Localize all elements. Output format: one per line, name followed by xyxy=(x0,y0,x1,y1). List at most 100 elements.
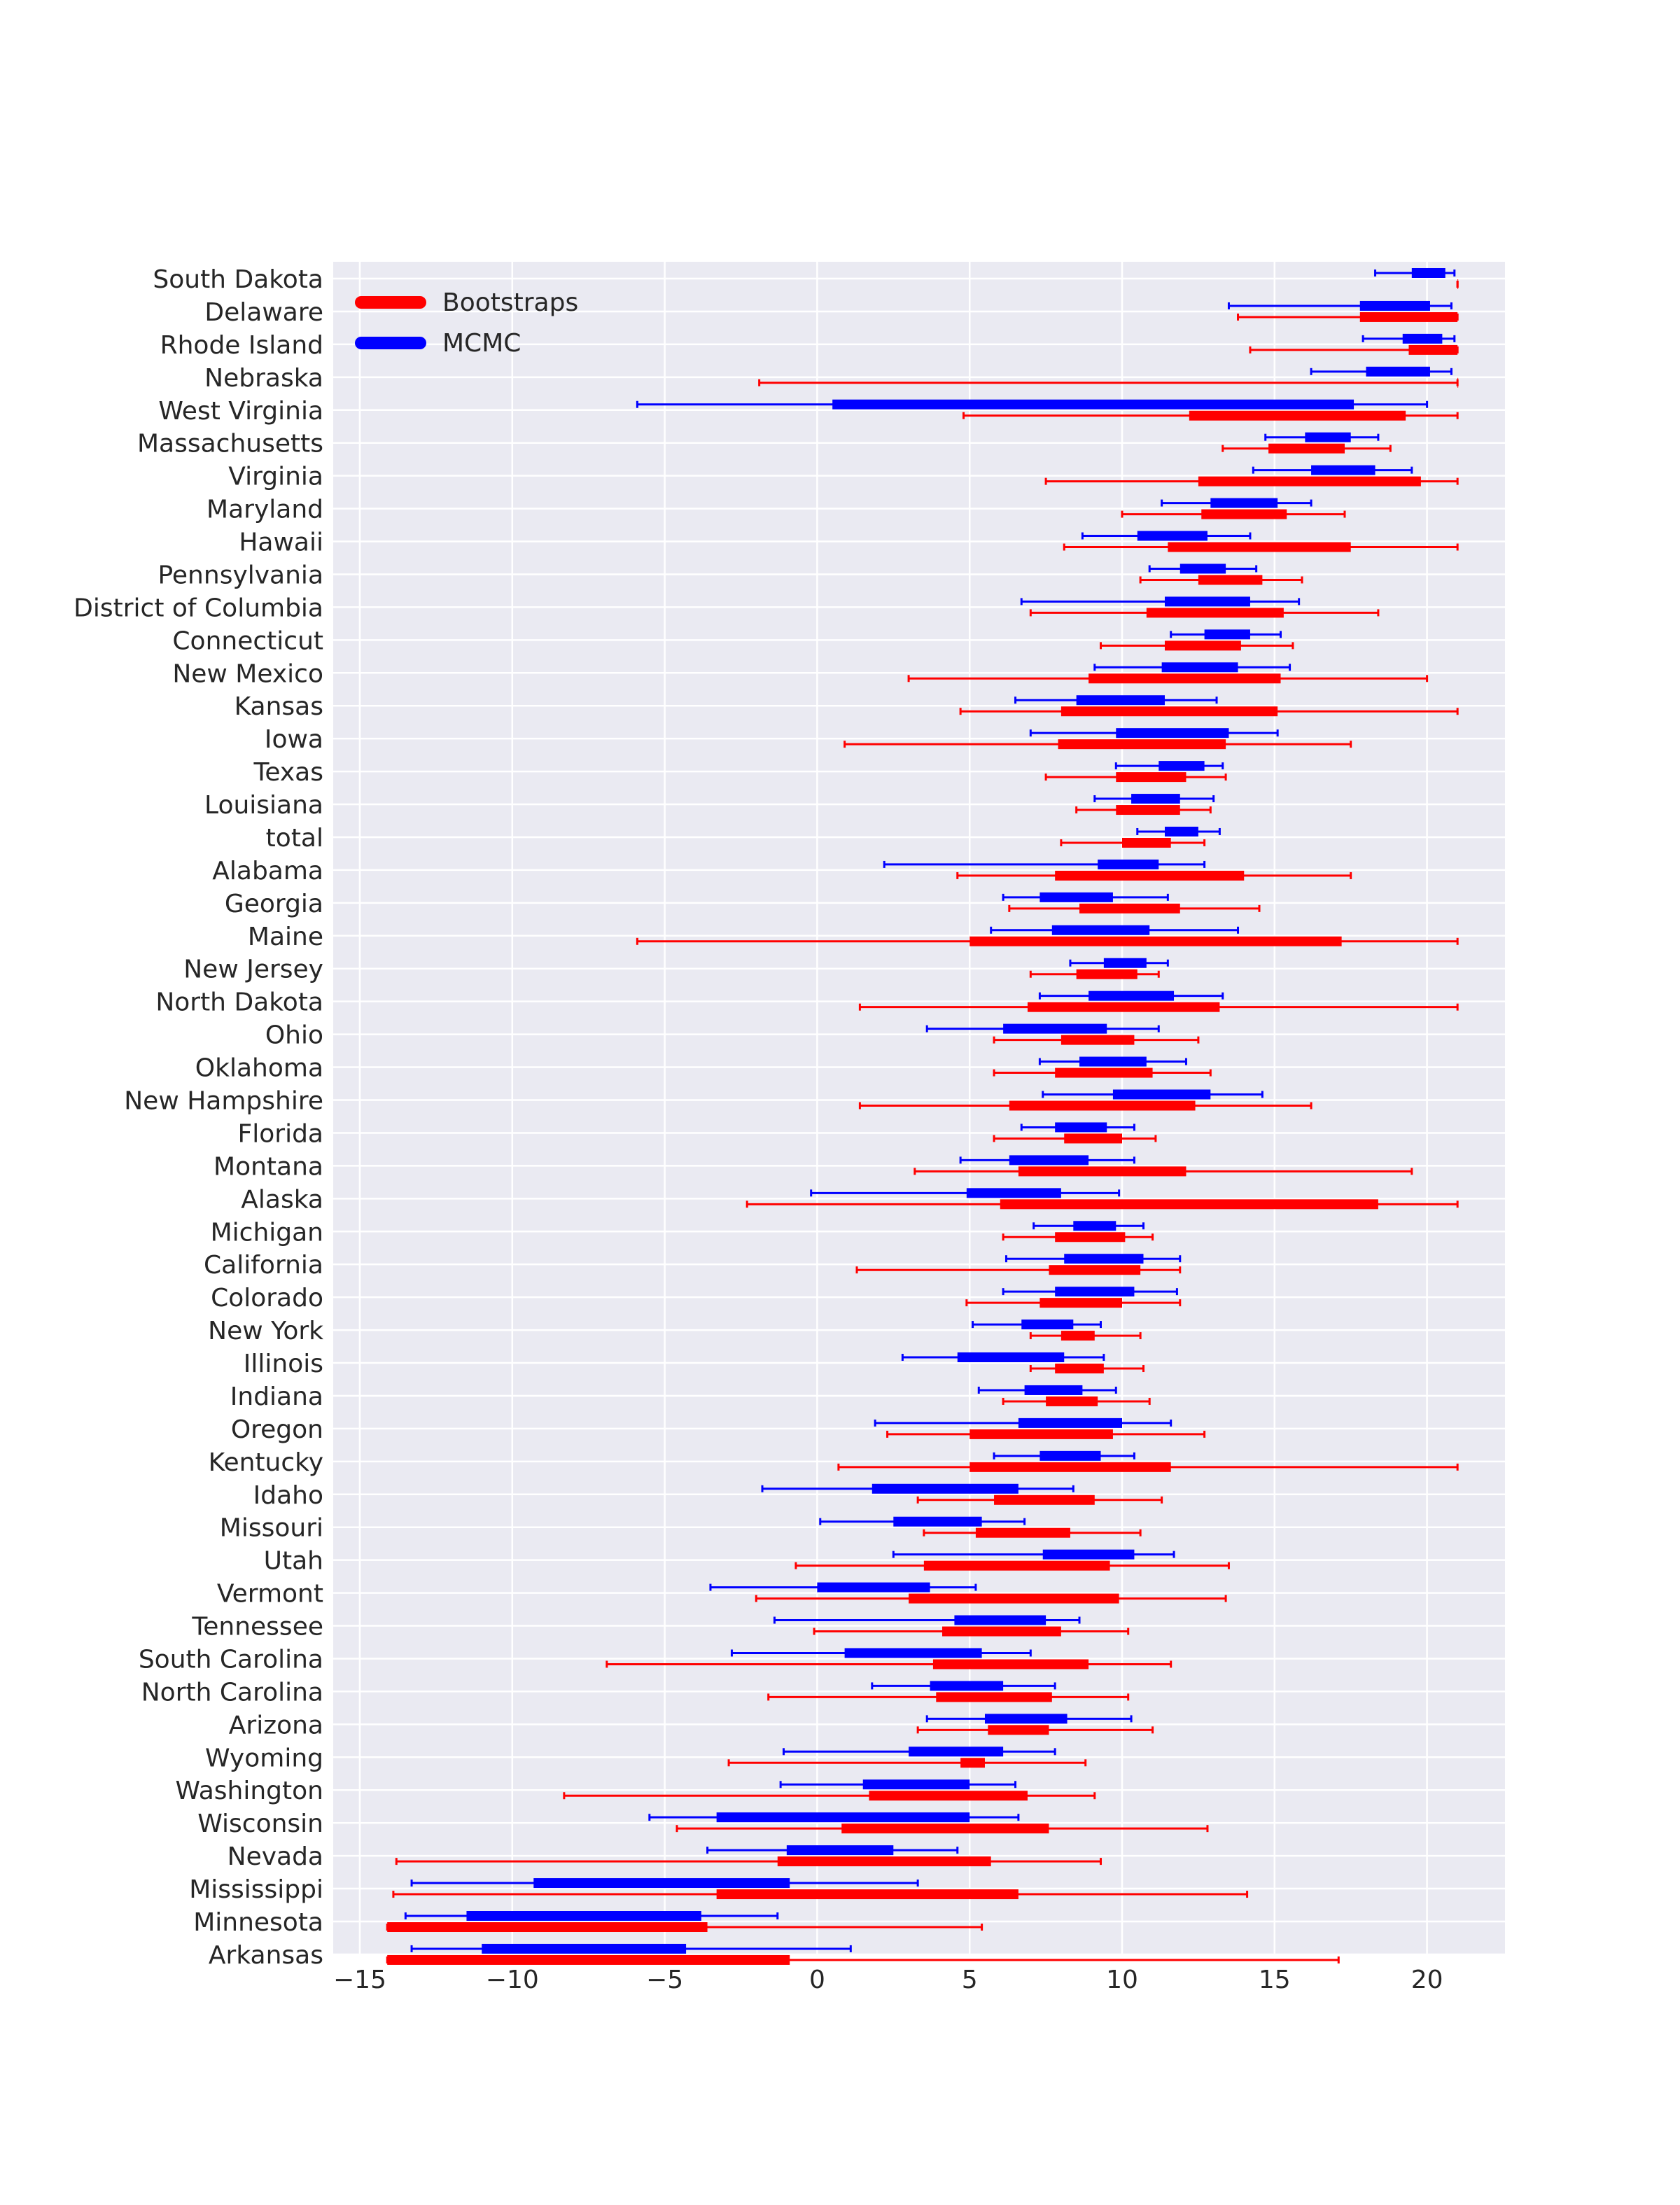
bootstraps-box-indiana xyxy=(1046,1396,1098,1406)
bootstraps-box-louisiana xyxy=(1116,805,1180,816)
legend-label-mcmc: MCMC xyxy=(442,329,521,358)
y-tick-label-michigan: Michigan xyxy=(211,1218,323,1247)
mcmc-box-mississippi xyxy=(533,1878,790,1889)
mcmc-box-nevada xyxy=(786,1845,894,1856)
bootstraps-box-south-carolina xyxy=(932,1659,1089,1670)
bootstraps-box-michigan xyxy=(1055,1232,1126,1242)
y-tick-label-utah: Utah xyxy=(264,1547,323,1576)
mcmc-box-delaware xyxy=(1359,300,1430,311)
y-tick-label-oregon: Oregon xyxy=(231,1415,323,1444)
bootstraps-box-rhode-island xyxy=(1408,344,1458,355)
bootstraps-box-total xyxy=(1122,837,1171,848)
x-tick-label: 0 xyxy=(809,1966,825,1994)
mcmc-box-iowa xyxy=(1116,728,1229,738)
mcmc-box-south-dakota xyxy=(1411,268,1446,278)
y-tick-label-arkansas: Arkansas xyxy=(209,1941,323,1970)
y-tick-label-california: California xyxy=(204,1251,323,1280)
bootstraps-box-wisconsin xyxy=(841,1823,1049,1834)
mcmc-box-new-york xyxy=(1021,1320,1074,1330)
bootstraps-box-alabama xyxy=(1055,870,1245,881)
x-tick-label: −10 xyxy=(486,1966,539,1994)
y-tick-label-north-carolina: North Carolina xyxy=(141,1678,323,1707)
mcmc-box-wisconsin xyxy=(716,1812,970,1823)
bootstraps-box-texas xyxy=(1116,772,1186,783)
bootstraps-box-new-jersey xyxy=(1076,969,1138,979)
mcmc-box-arizona xyxy=(984,1714,1068,1724)
y-tick-label-montana: Montana xyxy=(214,1152,323,1181)
mcmc-box-west-virginia xyxy=(832,399,1354,410)
mcmc-box-maryland xyxy=(1210,498,1278,508)
bootstraps-box-west-virginia xyxy=(1189,410,1406,421)
mcmc-box-total xyxy=(1164,826,1198,836)
mcmc-box-texas xyxy=(1158,761,1205,771)
bootstraps-box-idaho xyxy=(994,1494,1095,1505)
bootstraps-box-south-dakota xyxy=(1457,279,1459,289)
mcmc-box-wyoming xyxy=(909,1746,1004,1757)
bootstraps-box-wyoming xyxy=(960,1758,985,1768)
x-tick-label: 10 xyxy=(1106,1966,1138,1994)
bootstraps-box-north-dakota xyxy=(1027,1002,1220,1012)
mcmc-box-north-dakota xyxy=(1088,990,1175,1001)
mcmc-box-pennsylvania xyxy=(1180,564,1226,574)
mcmc-box-new-hampshire xyxy=(1112,1089,1211,1100)
y-tick-labels: South Dakota Delaware Rhode Island Nebraska… xyxy=(74,265,323,1970)
bootstraps-box-kentucky xyxy=(969,1462,1171,1472)
y-tick-label-new-mexico: New Mexico xyxy=(172,659,323,688)
bootstraps-box-iowa xyxy=(1058,739,1226,750)
x-tick-label: −15 xyxy=(333,1966,386,1994)
mcmc-box-california xyxy=(1064,1254,1144,1264)
plot-area xyxy=(333,262,1505,1954)
bootstraps-box-illinois xyxy=(1055,1364,1104,1374)
mcmc-box-colorado xyxy=(1055,1287,1135,1297)
y-tick-label-tennessee: Tennessee xyxy=(191,1613,323,1642)
bootstraps-box-vermont xyxy=(909,1593,1119,1604)
y-tick-label-connecticut: Connecticut xyxy=(172,626,323,655)
mcmc-box-montana xyxy=(1009,1155,1089,1166)
mcmc-box-new-jersey xyxy=(1103,958,1147,968)
x-tick-labels: −15 −10 −5 0 5 10 15 20 xyxy=(333,1966,1443,1994)
y-tick-label-district-of-columbia: District of Columbia xyxy=(74,594,323,622)
bootstraps-box-colorado xyxy=(1040,1298,1122,1308)
bootstraps-box-virginia xyxy=(1198,476,1421,486)
y-tick-label-north-dakota: North Dakota xyxy=(155,988,323,1017)
mcmc-box-illinois xyxy=(957,1352,1065,1363)
bootstraps-box-mississippi xyxy=(716,1889,1018,1900)
bootstraps-box-hawaii xyxy=(1168,542,1351,552)
bootstraps-box-new-mexico xyxy=(1088,673,1281,684)
bootstraps-box-kansas xyxy=(1060,706,1278,717)
mcmc-box-rhode-island xyxy=(1402,333,1443,344)
y-tick-label-rhode-island: Rhode Island xyxy=(160,331,323,360)
bootstraps-box-florida xyxy=(1064,1133,1122,1144)
mcmc-box-south-carolina xyxy=(844,1648,982,1658)
mcmc-box-district-of-columbia xyxy=(1164,596,1250,607)
bootstraps-box-massachusetts xyxy=(1268,443,1345,454)
y-tick-label-delaware: Delaware xyxy=(204,298,323,327)
y-tick-label-texas: Texas xyxy=(253,758,323,787)
mcmc-box-hawaii xyxy=(1137,531,1208,541)
y-tick-label-alabama: Alabama xyxy=(212,857,323,886)
y-tick-label-hawaii: Hawaii xyxy=(239,528,323,557)
bootstraps-box-tennessee xyxy=(941,1626,1061,1637)
bootstraps-box-delaware xyxy=(1359,312,1458,322)
mcmc-box-idaho xyxy=(872,1483,1018,1494)
y-tick-label-nebraska: Nebraska xyxy=(204,364,323,393)
y-tick-label-indiana: Indiana xyxy=(230,1382,323,1411)
bootstraps-box-maine xyxy=(969,936,1342,946)
mcmc-box-arkansas xyxy=(482,1943,687,1954)
mcmc-box-minnesota xyxy=(466,1911,701,1921)
y-tick-label-new-hampshire: New Hampshire xyxy=(124,1087,323,1116)
x-tick-label: 20 xyxy=(1411,1966,1443,1994)
bootstraps-box-maryland xyxy=(1201,509,1287,519)
y-tick-label-total: total xyxy=(266,824,323,853)
x-tick-label: 15 xyxy=(1259,1966,1291,1994)
mcmc-box-virginia xyxy=(1311,465,1376,475)
bootstraps-box-oregon xyxy=(969,1429,1113,1439)
mcmc-box-washington xyxy=(862,1779,970,1790)
bootstraps-box-oklahoma xyxy=(1055,1068,1153,1078)
y-tick-label-minnesota: Minnesota xyxy=(193,1908,323,1937)
mcmc-box-tennessee xyxy=(954,1615,1046,1625)
mcmc-box-michigan xyxy=(1073,1221,1116,1231)
mcmc-box-massachusetts xyxy=(1305,432,1351,442)
mcmc-box-vermont xyxy=(817,1582,930,1592)
